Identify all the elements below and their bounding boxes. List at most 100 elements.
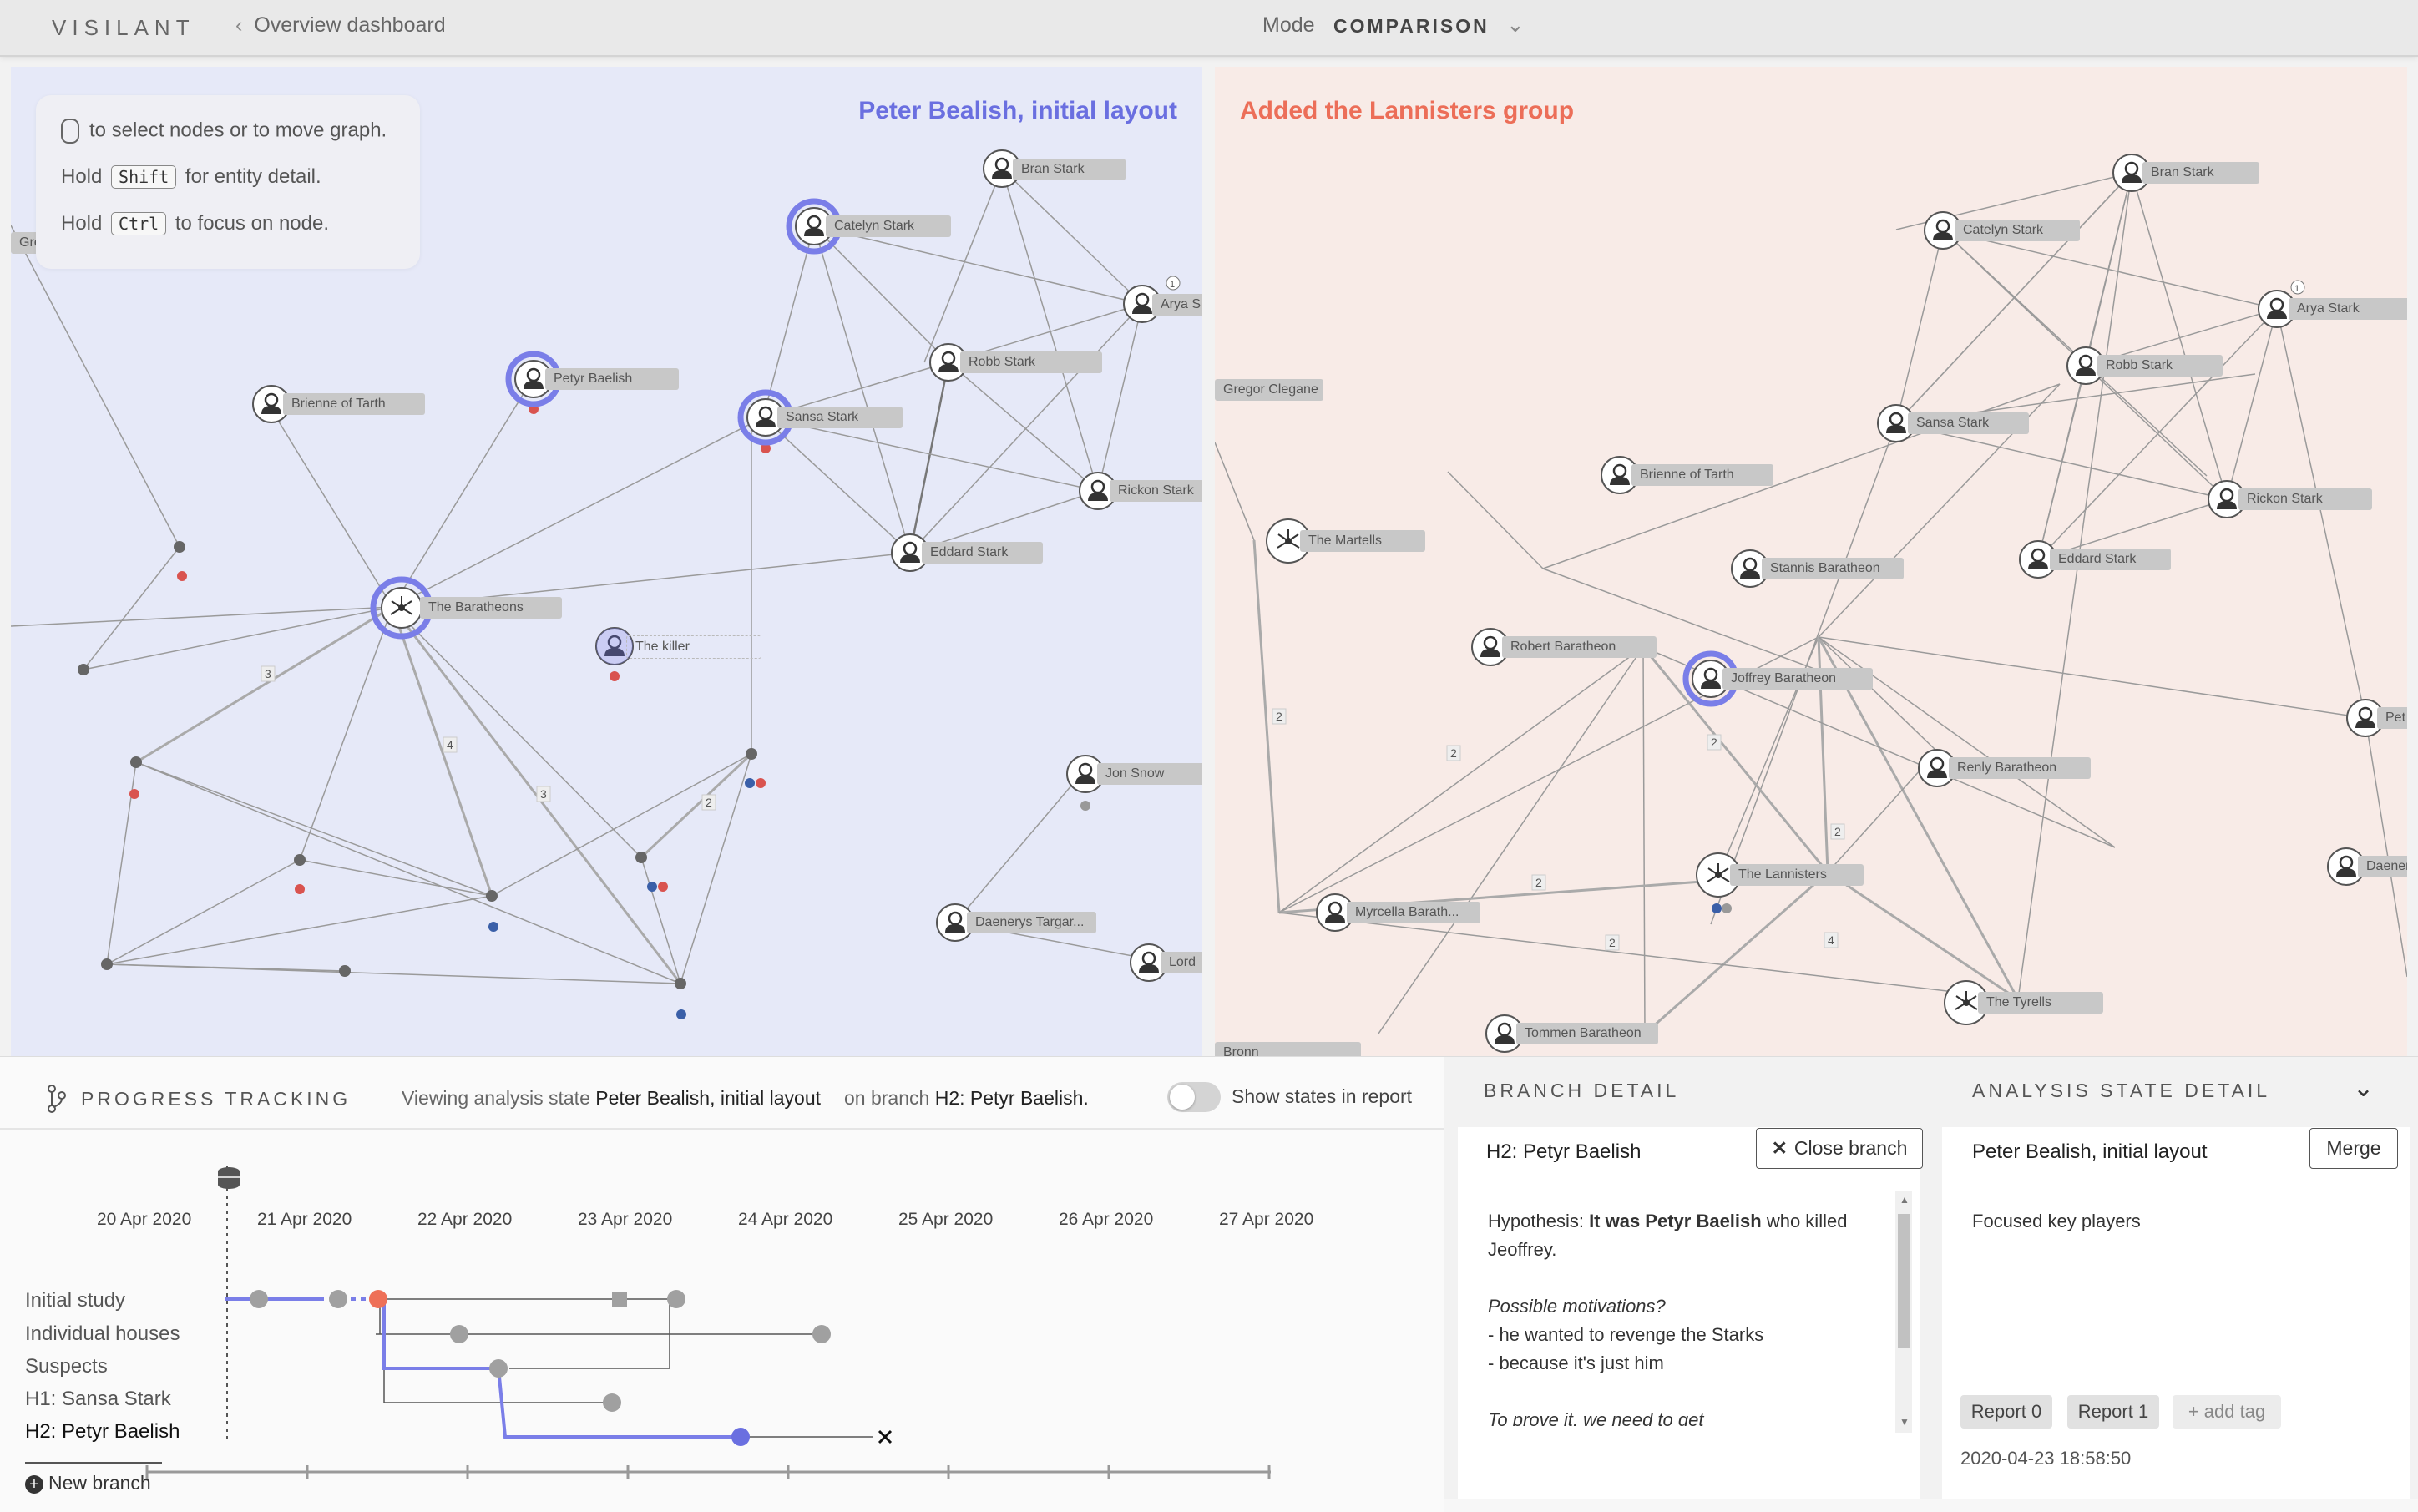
branch-row-label[interactable]: H1: Sansa Stark xyxy=(25,1388,171,1410)
help-hold-label: Hold xyxy=(61,212,103,235)
group-icon[interactable] xyxy=(1266,518,1311,564)
merge-button[interactable]: Merge xyxy=(2309,1128,2398,1169)
date-label: 23 Apr 2020 xyxy=(578,1210,673,1229)
node-label[interactable]: Sansa Stark xyxy=(1908,412,2029,434)
node-label[interactable]: Daener xyxy=(2358,856,2407,877)
help-hold-label: Hold xyxy=(61,165,103,188)
date-label: 20 Apr 2020 xyxy=(97,1210,192,1229)
state-dot xyxy=(450,1325,468,1343)
left-marker-dots xyxy=(129,404,1090,1019)
node-label[interactable]: Robert Baratheon xyxy=(1502,636,1657,658)
node-label[interactable]: Rickon Stark xyxy=(1110,480,1202,502)
hypothesis-text[interactable]: Hypothesis: It was Petyr Baelish who kil… xyxy=(1488,1207,1880,1426)
left-person-nodes[interactable] xyxy=(251,149,1169,983)
scrollbar[interactable]: ▲ ▼ xyxy=(1895,1191,1912,1433)
node-label[interactable]: Catelyn Stark xyxy=(826,215,951,237)
node-label[interactable]: The Lannisters xyxy=(1730,864,1864,886)
badge-count: 1 xyxy=(2294,284,2299,294)
state-dot xyxy=(612,1292,627,1307)
node-label[interactable]: Jon Snow xyxy=(1097,763,1202,785)
back-link[interactable]: ‹ Overview dashboard xyxy=(235,13,446,38)
node-label[interactable]: Eddard Stark xyxy=(2050,549,2171,570)
close-branch-button[interactable]: ✕ Close branch xyxy=(1756,1128,1923,1169)
node-label[interactable]: Rickon Stark xyxy=(2238,488,2372,510)
viewing-prefix: Viewing analysis state xyxy=(402,1087,590,1109)
node-label[interactable]: Arya Stark xyxy=(2289,298,2407,320)
branch-row-label[interactable]: Suspects xyxy=(25,1355,108,1378)
state-dot xyxy=(667,1290,685,1308)
scroll-up-icon[interactable]: ▲ xyxy=(1899,1194,1910,1206)
close-icon: ✕ xyxy=(1771,1137,1788,1159)
left-graph-canvas[interactable]: 3 4 3 2 xyxy=(11,67,1202,1056)
chevron-down-icon[interactable]: ⌄ xyxy=(2353,1075,2375,1102)
node-label[interactable]: Pet xyxy=(2377,707,2407,729)
edge-count: 2 xyxy=(1450,746,1457,760)
right-graph-panel[interactable]: 2 2 2 2 2 4 2 xyxy=(1215,67,2407,1056)
tag-report-1[interactable]: Report 1 xyxy=(2067,1395,2159,1429)
state-description[interactable]: Focused key players xyxy=(1972,1211,2141,1231)
node-label[interactable]: Catelyn Stark xyxy=(1955,220,2080,241)
node-label[interactable]: Bran Stark xyxy=(2142,162,2259,184)
show-states-toggle[interactable] xyxy=(1167,1082,1221,1112)
branch-row-label[interactable]: Individual houses xyxy=(25,1322,180,1345)
node-label[interactable]: The Tyrells xyxy=(1978,992,2103,1014)
node-label[interactable]: Robb Stark xyxy=(960,351,1102,373)
hyp-suffix: who killed xyxy=(1761,1211,1848,1231)
node-label[interactable]: Tommen Baratheon xyxy=(1516,1023,1658,1044)
viewing-branch[interactable]: H2: Petyr Baelish. xyxy=(934,1087,1089,1109)
node-label[interactable]: Bran Stark xyxy=(1013,159,1126,180)
node-label[interactable]: Brienne of Tarth xyxy=(1631,464,1773,486)
branch-detail-title: BRANCH DETAIL xyxy=(1484,1080,1680,1101)
active-path xyxy=(225,1297,739,1439)
date-label: 27 Apr 2020 xyxy=(1219,1210,1314,1229)
edge-count: 2 xyxy=(1276,710,1282,723)
node-label[interactable]: Renly Baratheon xyxy=(1949,757,2091,779)
node-label[interactable]: Brienne of Tarth xyxy=(283,393,425,415)
date-label: 22 Apr 2020 xyxy=(417,1210,513,1229)
branch-row-label-active[interactable]: H2: Petyr Baelish xyxy=(25,1420,180,1443)
branch-prefix: on branch xyxy=(844,1087,930,1109)
node-label[interactable]: Lord xyxy=(1161,952,1202,973)
timeline-ticks xyxy=(145,1465,1271,1479)
node-label[interactable]: Bronn xyxy=(1215,1042,1361,1056)
scrollbar-thumb[interactable] xyxy=(1898,1214,1910,1348)
mode-select[interactable]: COMPARISON xyxy=(1333,15,1490,37)
shift-key: Shift xyxy=(111,165,177,189)
tag-report-0[interactable]: Report 0 xyxy=(1960,1395,2052,1429)
branch-row-label[interactable]: Initial study xyxy=(25,1289,126,1312)
new-branch-button[interactable]: + New branch xyxy=(25,1472,151,1494)
divider xyxy=(25,1462,162,1464)
scroll-down-icon[interactable]: ▼ xyxy=(1899,1416,1910,1428)
left-graph-panel[interactable]: 3 4 3 2 xyxy=(11,67,1202,1056)
node-label[interactable]: The Baratheons xyxy=(420,597,562,619)
timeline-canvas[interactable] xyxy=(0,1157,1436,1508)
viewing-state[interactable]: Peter Bealish, initial layout xyxy=(595,1087,822,1109)
node-label[interactable]: The killer xyxy=(626,635,761,659)
help-line-1: to select nodes or to move graph. xyxy=(89,119,387,142)
close-icon[interactable] xyxy=(878,1429,893,1444)
node-label[interactable]: Petyr Baelish xyxy=(545,368,679,390)
state-dots[interactable] xyxy=(250,1290,831,1446)
node-label[interactable]: Joffrey Baratheon xyxy=(1722,668,1873,690)
badge xyxy=(2290,280,2305,295)
node-label[interactable]: Robb Stark xyxy=(2097,355,2223,377)
date-label: 25 Apr 2020 xyxy=(898,1210,994,1229)
add-tag-button[interactable]: + add tag xyxy=(2173,1395,2281,1429)
node-label[interactable]: Myrcella Barath... xyxy=(1347,902,1480,923)
node-label[interactable]: Gregor Clegane xyxy=(1215,379,1323,401)
chevron-down-icon[interactable]: ⌄ xyxy=(1506,12,1525,37)
group-icon[interactable] xyxy=(381,587,422,629)
node-label[interactable]: Stannis Baratheon xyxy=(1762,558,1904,579)
date-label: 26 Apr 2020 xyxy=(1059,1210,1154,1229)
node-label[interactable]: Daenerys Targar... xyxy=(967,912,1096,933)
state-dot xyxy=(369,1290,387,1308)
analysis-detail-panel: ANALYSIS STATE DETAIL ⌄ Peter Bealish, i… xyxy=(1937,1057,2418,1499)
node-label[interactable]: Eddard Stark xyxy=(922,542,1043,564)
date-label: 21 Apr 2020 xyxy=(257,1210,352,1229)
node-label[interactable]: The Martells xyxy=(1300,530,1425,552)
branch-graph[interactable] xyxy=(0,1166,1444,1499)
edge-count: 2 xyxy=(1834,825,1841,838)
node-label[interactable]: Arya S xyxy=(1152,294,1202,316)
node-label[interactable]: Sansa Stark xyxy=(777,407,903,428)
close-branch-label: Close branch xyxy=(1793,1137,1908,1159)
